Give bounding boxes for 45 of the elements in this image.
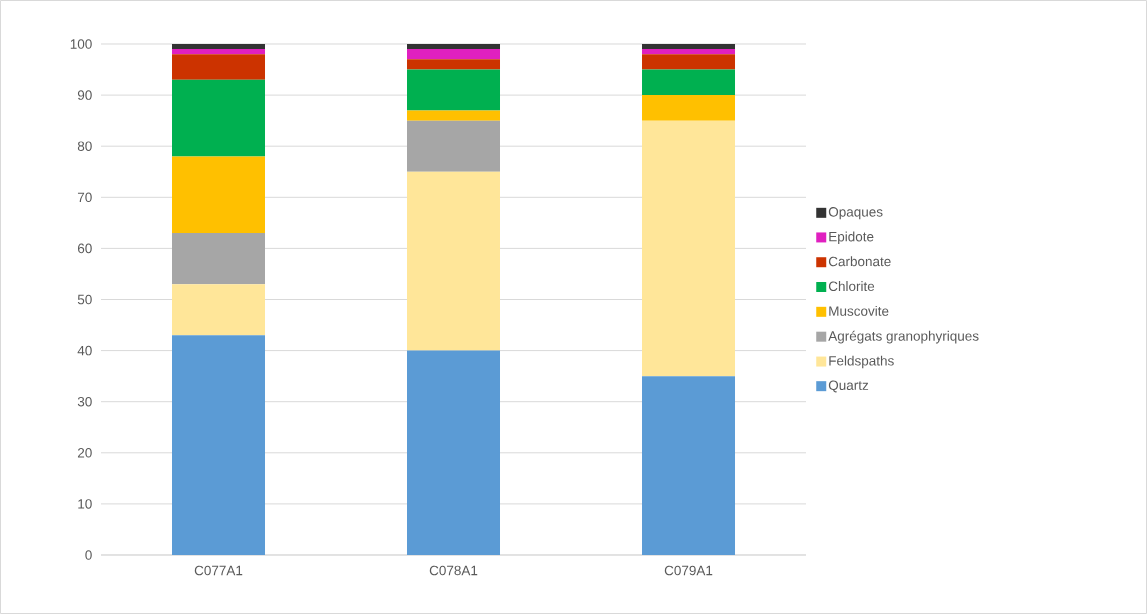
legend-label: Feldspaths	[829, 355, 894, 369]
x-tick-label: C079A1	[664, 565, 713, 576]
bar	[642, 69, 736, 96]
bar	[172, 54, 265, 80]
legend-label: Carbonate	[828, 256, 891, 267]
bar	[172, 44, 265, 50]
y-tick-label: 90	[77, 90, 92, 100]
legend-label: Chlorite	[828, 281, 875, 292]
y-tick-label: 0	[85, 550, 92, 560]
bar	[407, 59, 500, 70]
bar	[172, 335, 265, 555]
y-tick-label: 10	[78, 499, 92, 509]
bar	[172, 156, 265, 234]
legend-label: Epidote	[829, 231, 874, 245]
bar	[407, 69, 500, 111]
bar	[642, 95, 736, 121]
bar	[642, 54, 736, 70]
bar	[642, 376, 736, 555]
bar	[172, 49, 265, 55]
y-tick-label: 80	[77, 141, 92, 151]
bar	[407, 120, 500, 172]
legend-label: Quartz	[828, 380, 869, 393]
bar	[172, 284, 265, 336]
bar	[642, 120, 736, 377]
bar	[407, 49, 500, 60]
bar	[407, 171, 500, 351]
bar	[172, 79, 265, 157]
bar	[642, 49, 736, 55]
y-tick-label: 60	[77, 243, 92, 254]
y-tick-label: 50	[77, 294, 92, 305]
legend-label: Agrégats granophyriques	[828, 330, 979, 344]
y-tick-label: 70	[77, 192, 92, 203]
bar	[407, 44, 500, 50]
legend-label: Opaques	[828, 207, 883, 220]
legend-label: Muscovite	[829, 305, 889, 316]
bar	[407, 350, 500, 555]
y-tick-label: 20	[77, 448, 92, 458]
bar	[407, 110, 500, 121]
y-tick-label: 30	[77, 396, 92, 407]
x-tick-label: C077A1	[194, 565, 243, 576]
x-tick-label: C078A1	[429, 565, 478, 576]
bar	[642, 44, 736, 50]
y-tick-label: 40	[77, 345, 92, 356]
bar	[172, 233, 265, 285]
y-tick-label: 100	[70, 39, 92, 49]
